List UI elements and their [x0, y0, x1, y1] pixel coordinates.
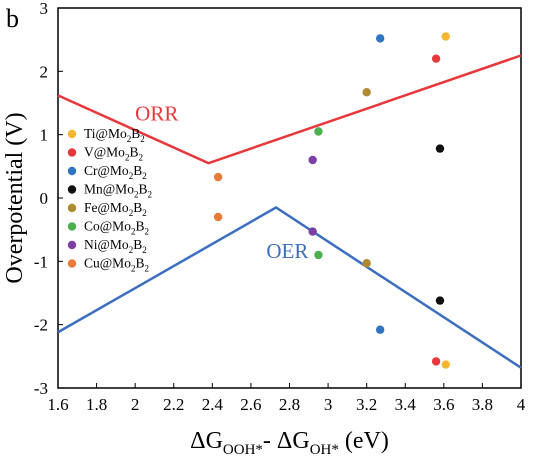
- legend-marker: [67, 222, 77, 231]
- data-point: [362, 88, 371, 97]
- data-point: [375, 34, 385, 43]
- legend-marker: [67, 129, 77, 139]
- y-tick-label: 1: [40, 126, 49, 145]
- volcano-line-oer: [57, 206, 522, 369]
- x-tick-label: 1.6: [47, 395, 68, 414]
- y-tick-label: -1: [34, 252, 48, 271]
- data-point: [308, 155, 317, 165]
- x-tick-label: 1.8: [86, 395, 107, 414]
- legend-marker: [67, 259, 77, 268]
- data-point: [431, 54, 441, 63]
- data-point: [213, 172, 223, 182]
- legend-entry: V@Mo2B2: [84, 145, 143, 163]
- legend-marker: [67, 148, 77, 157]
- panel-label: b: [6, 4, 19, 33]
- data-point: [362, 259, 371, 268]
- x-tick-label: 3.8: [472, 395, 493, 414]
- legend-entry: Cr@Mo2B2: [84, 163, 147, 181]
- legend-entry: Ni@Mo2B2: [84, 237, 147, 255]
- data-point: [314, 127, 323, 136]
- legend-entry: Fe@Mo2B2: [84, 200, 147, 218]
- y-tick-label: -3: [34, 379, 48, 398]
- legend-marker: [67, 203, 77, 213]
- data-point: [213, 212, 223, 222]
- legend-entry: Cu@Mo2B2: [84, 256, 149, 274]
- x-tick-label: 4: [517, 395, 526, 414]
- data-point: [314, 250, 323, 260]
- x-tick-label: 2.2: [163, 395, 184, 414]
- x-tick-label: 2.4: [202, 395, 224, 414]
- x-tick-label: 3.2: [356, 395, 377, 414]
- x-tick-label: 3.4: [395, 395, 417, 414]
- data-point: [435, 144, 445, 153]
- x-tick-label: 2.8: [279, 395, 300, 414]
- y-tick-label: 0: [40, 189, 49, 208]
- data-point: [441, 32, 450, 41]
- legend-entry: Mn@Mo2B2: [84, 182, 152, 200]
- data-point: [431, 357, 441, 366]
- plot-frame: [57, 7, 522, 389]
- legend-entry: Co@Mo2B2: [84, 219, 149, 237]
- x-tick-label: 3: [324, 395, 333, 414]
- x-tick-label: 2.6: [240, 395, 261, 414]
- y-tick-label: -2: [34, 316, 48, 335]
- y-axis-label: Overpotential (V): [2, 112, 28, 283]
- data-point: [441, 360, 450, 369]
- legend-marker: [67, 240, 77, 250]
- data-point: [435, 296, 445, 305]
- y-tick-label: 3: [40, 0, 49, 18]
- x-axis-label: ΔGOOH*- ΔGOH* (eV): [190, 428, 389, 458]
- data-point: [308, 227, 317, 236]
- legend-marker: [67, 166, 77, 176]
- x-tick-label: 3.6: [433, 395, 454, 414]
- legend-entry: Ti@Mo2B2: [84, 126, 145, 144]
- data-point: [375, 325, 385, 334]
- volcano-line-orr: [57, 54, 522, 165]
- y-tick-label: 2: [40, 62, 49, 81]
- x-tick-label: 2: [131, 395, 140, 414]
- line-label-orr: ORR: [135, 102, 178, 126]
- legend-marker: [67, 185, 77, 194]
- line-label-oer: OER: [266, 239, 308, 263]
